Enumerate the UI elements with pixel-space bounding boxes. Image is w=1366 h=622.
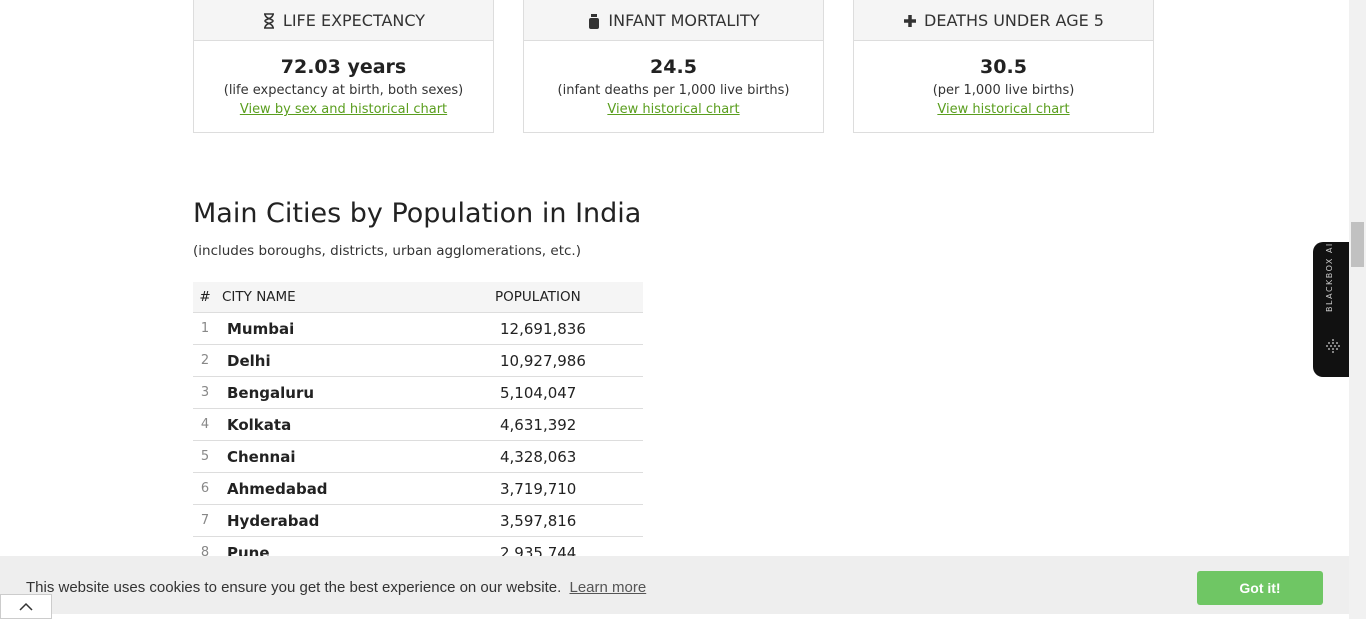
table-cell: 6 [193,472,217,505]
table-cell: 5 [193,440,217,473]
card-header: INFANT MORTALITY [524,0,823,41]
card-subtitle: (infant deaths per 1,000 live births) [557,83,790,98]
table-cell: 12,691,836 [493,312,643,345]
card-header: DEATHS UNDER AGE 5 [854,0,1153,41]
blackbox-label: BLACKBOX AI [1325,242,1334,312]
header-cell: CITY NAME [217,282,493,313]
card-link[interactable]: View historical chart [937,102,1070,117]
card-header: LIFE EXPECTANCY [194,0,493,41]
table-cell: 2 [193,344,217,377]
got-it-button[interactable]: Got it! [1197,571,1323,605]
table-row: 3 Bengaluru 5,104,047 [193,376,643,409]
table-cell: Kolkata [217,408,493,441]
table-cell: 4,328,063 [493,440,643,473]
header-cell: # [193,282,217,313]
header-row: # CITY NAME POPULATION [193,282,643,313]
table-row: 2 Delhi 10,927,986 [193,344,643,377]
stat-card: DEATHS UNDER AGE 5 30.5 (per 1,000 live bi… [853,0,1154,133]
table-row: 1 Mumbai 12,691,836 [193,312,643,345]
table-row: 7 Hyderabad 3,597,816 [193,504,643,537]
blackbox-tab[interactable]: BLACKBOX AI [1313,242,1353,377]
table-cell: 3 [193,376,217,409]
card-title: INFANT MORTALITY [608,11,760,30]
collapse-tab[interactable] [0,594,52,619]
table-cell: Ahmedabad [217,472,493,505]
table-cell: Chennai [217,440,493,473]
card-icon [589,13,600,29]
scrollbar[interactable] [1349,0,1366,619]
card-icon [263,12,274,29]
cookie-bar: This website uses cookies to ensure you … [0,556,1349,614]
cookie-message: This website uses cookies to ensure you … [26,579,562,596]
table-cell: 4 [193,408,217,441]
stat-card: LIFE EXPECTANCY 72.03 years (life expectan… [193,0,494,133]
section-title: Main Cities by Population in India [193,198,642,229]
learn-more-link[interactable]: Learn more [569,579,647,596]
table-row: 6 Ahmedabad 3,719,710 [193,472,643,505]
chevron-up [19,602,33,611]
scrollbar-thumb[interactable] [1351,222,1364,267]
table-cell: 1 [193,312,217,345]
table-cell: Bengaluru [217,376,493,409]
card-title: DEATHS UNDER AGE 5 [924,11,1104,30]
table-cell: Hyderabad [217,504,493,537]
header-cell: POPULATION [493,282,643,313]
table-row: 4 Kolkata 4,631,392 [193,408,643,441]
table-cell: 7 [193,504,217,537]
table-row: 5 Chennai 4,328,063 [193,440,643,473]
table-cell: 5,104,047 [493,376,643,409]
card-subtitle: (life expectancy at birth, both sexes) [223,83,464,98]
card-subtitle: (per 1,000 live births) [932,83,1075,98]
card-link[interactable]: View historical chart [607,102,740,117]
table-cell: 3,597,816 [493,504,643,537]
card-value: 24.5 [650,56,697,78]
blackbox-icon [1326,339,1340,353]
stat-card: INFANT MORTALITY 24.5 (infant deaths per 1… [523,0,824,133]
card-title: LIFE EXPECTANCY [282,11,426,30]
card-value: 30.5 [980,56,1027,78]
table-cell: 3,719,710 [493,472,643,505]
cookie-text: This website uses cookies to ensure you … [26,579,646,596]
table-cell: 4,631,392 [493,408,643,441]
card-icon [904,14,917,27]
table-cell: Delhi [217,344,493,377]
card-link[interactable]: View by sex and historical chart [239,102,448,117]
cities-table: # CITY NAME POPULATION 1 Mumbai 12,691,836… [193,282,643,569]
table-cell: 10,927,986 [493,344,643,377]
section-note: (includes boroughs, districts, urban agg… [193,243,581,259]
card-value: 72.03 years [280,56,407,78]
table-cell: Mumbai [217,312,493,345]
